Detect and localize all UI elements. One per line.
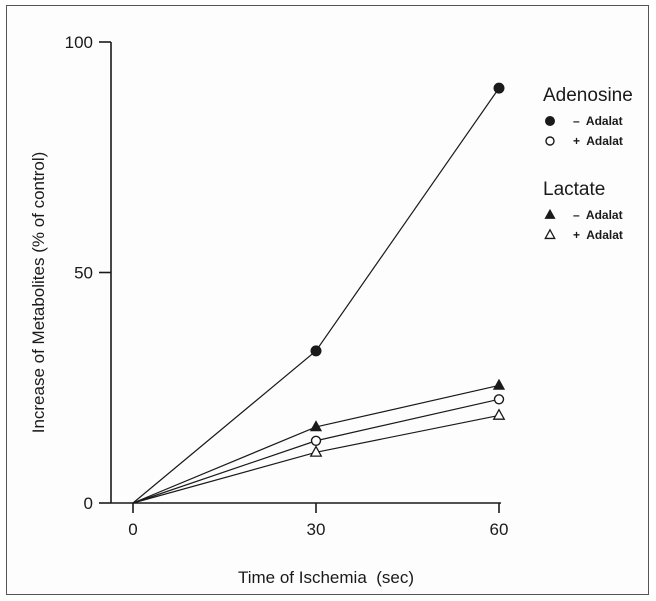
data-point-0-1 bbox=[310, 345, 322, 357]
data-point-3-1 bbox=[309, 445, 323, 457]
x-tick-label: 30 bbox=[307, 520, 326, 539]
x-tick-label: 60 bbox=[490, 520, 509, 539]
x-axis-title: Time of Ischemia (sec) bbox=[238, 568, 414, 587]
x-tick-label: 0 bbox=[128, 520, 137, 539]
legend-entry-label: – Adalat bbox=[573, 114, 623, 128]
legend-entry-label: + Adalat bbox=[573, 228, 623, 242]
data-point-2-2 bbox=[492, 378, 506, 390]
legend-marker bbox=[545, 116, 555, 126]
legend-group-title: Lactate bbox=[543, 179, 605, 200]
y-axis-title: Increase of Metabolites (% of control) bbox=[29, 152, 48, 434]
tick-labels: 0 50 100 0 30 60 bbox=[65, 33, 509, 539]
data-point-3-2 bbox=[492, 408, 506, 420]
y-tick-label: 0 bbox=[84, 494, 93, 513]
figure-frame bbox=[6, 5, 649, 595]
data-point-2-1 bbox=[309, 420, 323, 432]
legend-entry-label: – Adalat bbox=[573, 208, 623, 222]
legend-entry-label: + Adalat bbox=[573, 134, 623, 148]
data-point-1-1 bbox=[310, 435, 322, 446]
legend-marker bbox=[545, 136, 555, 146]
legend-group-title: Adenosine bbox=[543, 85, 633, 106]
y-tick-label: 50 bbox=[74, 264, 93, 283]
data-point-1-2 bbox=[493, 394, 505, 405]
series-markers bbox=[309, 82, 506, 457]
data-point-0-2 bbox=[493, 82, 505, 94]
y-tick-label: 100 bbox=[65, 33, 93, 52]
axes bbox=[99, 41, 501, 513]
legend: Adenosine – Adalat + Adalat Lactate – Adalat… bbox=[543, 85, 633, 242]
legend-marker bbox=[544, 208, 556, 219]
legend-marker bbox=[544, 228, 556, 240]
